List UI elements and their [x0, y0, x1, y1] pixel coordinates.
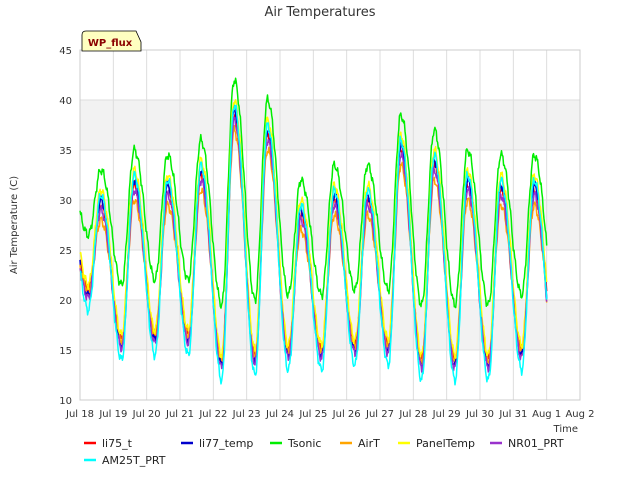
plot-band: [80, 100, 580, 150]
station-badge-shape: [81, 30, 142, 52]
x-tick-label: Jul 28: [398, 409, 427, 420]
x-tick-label: Jul 22: [198, 409, 227, 420]
legend-label-li77-temp: li77_temp: [199, 437, 253, 450]
legend-label-nr01-prt: NR01_PRT: [508, 437, 564, 450]
legend-label-am25t-prt: AM25T_PRT: [102, 454, 166, 467]
y-axis-ticks: 10 15 20 25 30 35 40 45: [59, 46, 72, 407]
series-line-tsonic: [79, 77, 548, 309]
x-tick-label: Jul 30: [465, 409, 494, 420]
x-tick-label: Jul 29: [432, 409, 461, 420]
station-badge: WP_flux: [81, 30, 142, 52]
legend-label-airt: AirT: [358, 437, 380, 450]
y-tick-label: 20: [59, 296, 72, 307]
x-tick-label: Jul 21: [165, 409, 194, 420]
series-line-am25t-prt: [79, 104, 548, 386]
y-tick-label: 25: [59, 246, 72, 257]
x-tick-label: Jul 31: [498, 409, 527, 420]
legend-label-tsonic: Tsonic: [287, 437, 321, 450]
y-tick-label: 30: [59, 196, 72, 207]
legend: li75_t li77_temp Tsonic AirT PanelTemp NR01_P…: [84, 437, 564, 467]
x-tick-label: Jul 18: [65, 409, 94, 420]
y-tick-label: 15: [59, 346, 72, 357]
x-tick-label: Jul 27: [365, 409, 394, 420]
legend-label-paneltemp: PanelTemp: [416, 437, 475, 450]
x-axis-label: Time: [553, 424, 578, 435]
y-axis-label: Air Temperature (C): [9, 176, 20, 274]
series-lines: [79, 77, 548, 386]
x-tick-label: Jul 24: [265, 409, 294, 420]
y-tick-label: 10: [59, 396, 72, 407]
x-tick-label: Aug 2: [565, 409, 594, 420]
x-tick-label: Jul 23: [232, 409, 261, 420]
station-badge-label: WP_flux: [88, 38, 133, 49]
y-tick-label: 35: [59, 146, 72, 157]
plot-area-frame: [79, 49, 581, 401]
x-tick-label: Jul 25: [298, 409, 327, 420]
x-tick-label: Jul 19: [98, 409, 127, 420]
y-tick-label: 40: [59, 96, 72, 107]
x-tick-label: Jul 20: [132, 409, 161, 420]
x-tick-label: Aug 1: [532, 409, 561, 420]
y-tick-label: 45: [59, 46, 72, 57]
chart-title: Air Temperatures: [264, 5, 375, 20]
plot-band: [80, 300, 580, 350]
legend-label-li75-t: li75_t: [102, 437, 133, 450]
x-tick-label: Jul 26: [332, 409, 361, 420]
x-axis-ticks: Jul 18 Jul 19 Jul 20 Jul 21 Jul 22 Jul 23 Jul …: [65, 409, 595, 420]
